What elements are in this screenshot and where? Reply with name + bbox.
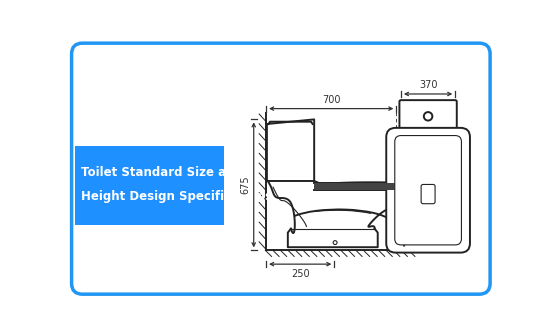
FancyBboxPatch shape (399, 100, 457, 133)
FancyBboxPatch shape (386, 128, 470, 253)
FancyBboxPatch shape (395, 136, 461, 245)
Bar (314, 182, 396, 190)
FancyBboxPatch shape (72, 43, 490, 294)
Text: 400: 400 (407, 211, 417, 229)
Text: 700: 700 (322, 95, 340, 105)
Text: 250: 250 (291, 269, 310, 279)
Text: 675: 675 (241, 176, 250, 194)
Bar (75, 146, 224, 225)
FancyBboxPatch shape (421, 184, 435, 204)
Text: Toilet Standard Size and
Height Design Specifications: Toilet Standard Size and Height Design S… (81, 166, 272, 203)
Text: 370: 370 (419, 80, 437, 90)
